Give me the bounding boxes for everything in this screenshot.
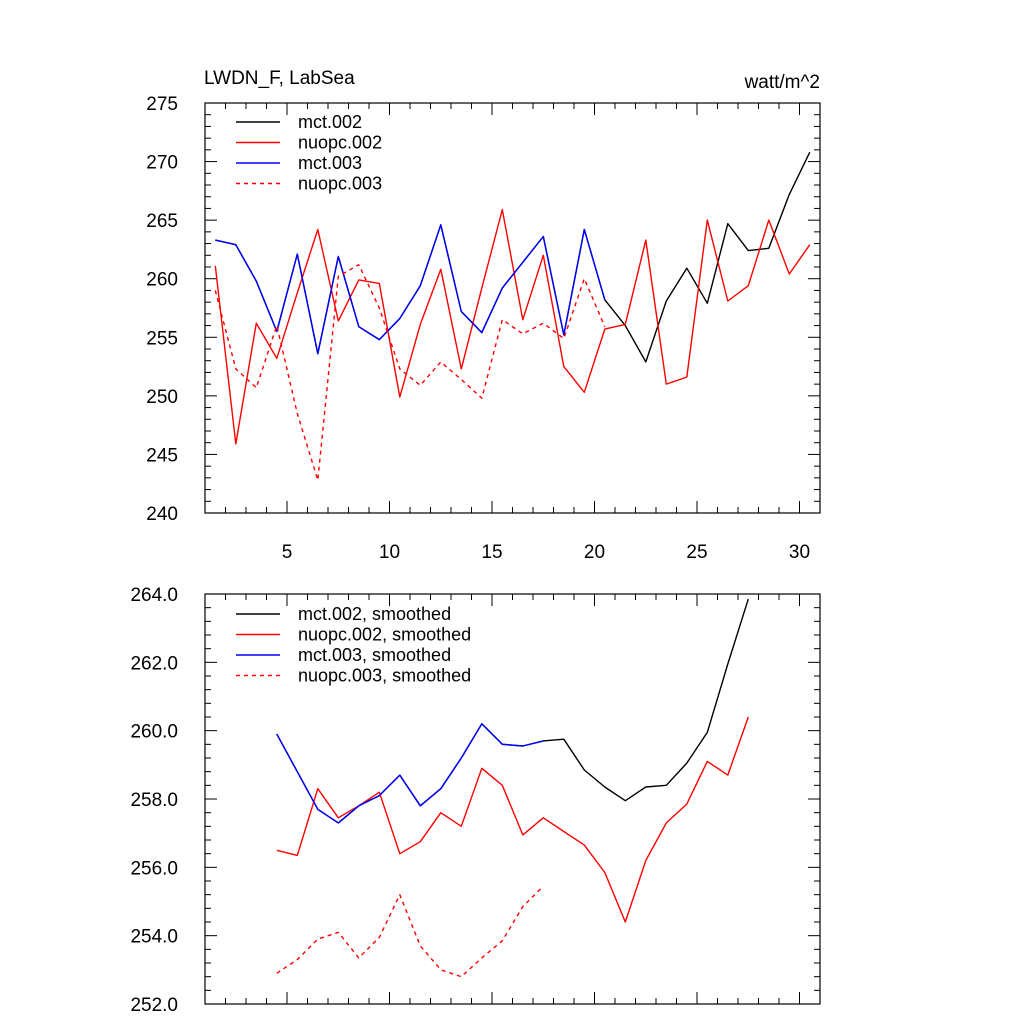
top-panel-title-left: LWDN_F, LabSea [204,68,355,89]
y-tick-label: 254.0 [130,927,178,948]
top-plot-frame [204,102,821,514]
legend-label: mct.003, smoothed [298,645,451,665]
y-tick-label: 255 [146,328,178,349]
y-tick-label: 245 [146,445,178,466]
top-panel-title-right: watt/m^2 [744,72,820,93]
y-tick-label: 240 [146,504,178,525]
top-panel: LWDN_F, LabSea watt/m^2 5 10 15 20 25 30 240 24… [146,68,821,563]
legend-label: nuopc.003 [298,174,382,194]
series-line-nuopc-003 [214,264,606,481]
bottom-panel: 252.0 254.0 256.0 258.0 260.0 262.0 264.0 mct.… [130,585,821,1016]
y-tick-label: 258.0 [130,790,178,811]
legend-label: nuopc.003, smoothed [298,666,471,686]
x-tick-label: 30 [789,542,810,563]
series-line-nuopc-003-smoothed [276,885,544,978]
y-tick-label: 265 [146,211,178,232]
y-tick-label: 260.0 [130,722,178,743]
legend-label: mct.002, smoothed [298,604,451,624]
y-tick-label: 264.0 [130,585,178,606]
y-tick-label: 275 [146,94,178,115]
x-tick-label: 5 [282,542,293,563]
series-line-nuopc-002-smoothed [276,716,749,923]
legend-label: mct.002 [298,112,362,132]
legend-label: nuopc.002, smoothed [298,625,471,645]
x-tick-label: 25 [686,542,707,563]
x-tick-label: 15 [481,542,502,563]
legend-label: nuopc.002 [298,133,382,153]
y-tick-label: 262.0 [130,653,178,674]
series-line-nuopc-002 [214,208,811,445]
bottom-plot-frame [204,593,821,1005]
x-tick-label: 10 [379,542,400,563]
y-tick-label: 250 [146,387,178,408]
series-line-mct-003-smoothed [276,723,544,824]
legend-label: mct.003 [298,153,362,173]
y-tick-label: 270 [146,153,178,174]
x-tick-label: 20 [584,542,605,563]
y-tick-label: 256.0 [130,858,178,879]
y-tick-label: 252.0 [130,995,178,1016]
y-tick-label: 260 [146,270,178,291]
series-line-mct-003 [215,224,606,355]
